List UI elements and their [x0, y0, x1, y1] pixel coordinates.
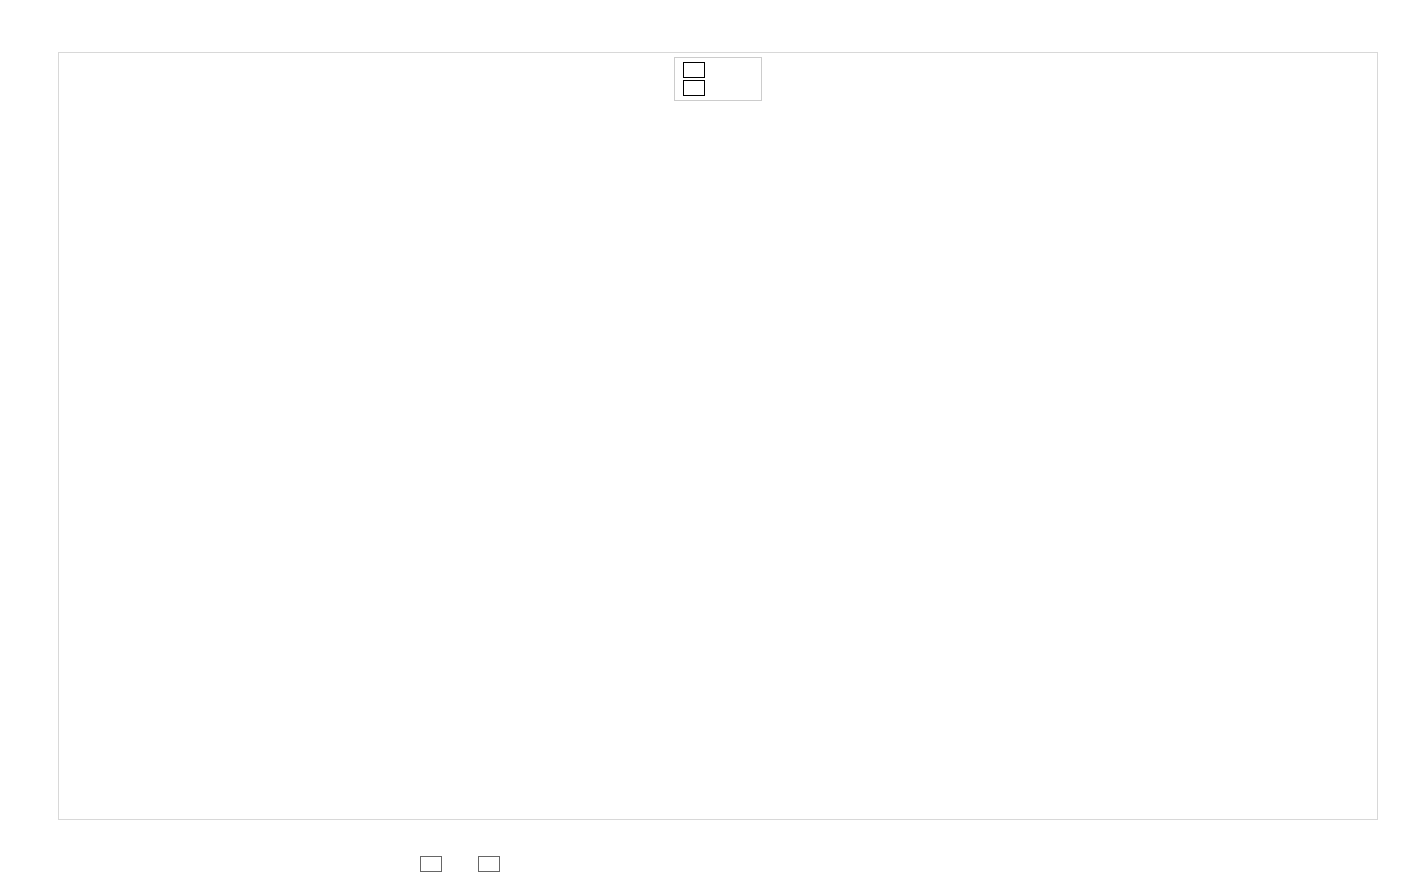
- swatch-czech: [683, 80, 705, 96]
- legend-row-czech: [683, 79, 753, 97]
- scatter-chart-svg: [59, 53, 1379, 821]
- chart-header: [0, 0, 1406, 26]
- swatch-guyana: [683, 62, 705, 78]
- legend-row-guyana: [683, 61, 753, 79]
- swatch-guyana-icon: [420, 856, 442, 872]
- correlation-legend: [674, 57, 762, 101]
- legend-item-czech: [478, 856, 508, 872]
- chart-plot-area: [58, 52, 1378, 820]
- legend-item-guyana: [420, 856, 450, 872]
- swatch-czech-icon: [478, 856, 500, 872]
- series-legend: [420, 856, 508, 872]
